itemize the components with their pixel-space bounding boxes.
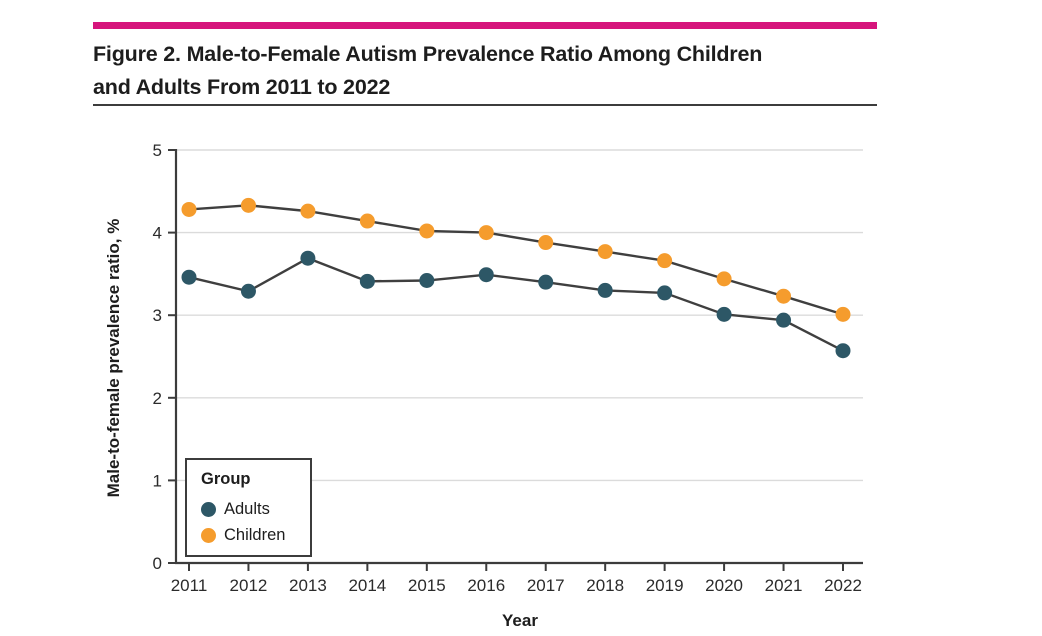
x-tick-label: 2011 (171, 576, 208, 595)
x-tick-label: 2016 (467, 576, 505, 595)
accent-bar (93, 22, 877, 29)
point-adults-2020 (716, 306, 732, 322)
point-children-2016 (478, 225, 494, 241)
point-children-2021 (776, 288, 792, 304)
point-children-2015 (419, 223, 435, 239)
y-tick-label: 1 (153, 471, 162, 490)
x-tick-label: 2019 (646, 576, 684, 595)
adults-dot-icon (201, 501, 216, 517)
title-divider (93, 104, 877, 106)
x-tick-label: 2012 (230, 576, 268, 595)
point-children-2014 (359, 213, 375, 229)
legend-label-children: Children (224, 525, 286, 544)
point-adults-2015 (419, 273, 435, 289)
x-tick-label: 2013 (289, 576, 327, 595)
legend-item-adults: Adults (201, 496, 310, 522)
x-tick-label: 2021 (765, 576, 803, 595)
y-tick-label: 2 (153, 389, 162, 408)
point-children-2011 (181, 201, 197, 217)
point-children-2020 (716, 271, 732, 287)
figure-title-line1: Figure 2. Male-to-Female Autism Prevalen… (93, 42, 763, 66)
point-adults-2022 (835, 343, 851, 359)
series-line-adults (188, 256, 844, 352)
y-tick-label: 5 (153, 141, 162, 160)
series-line-children (188, 204, 844, 316)
point-children-2022 (835, 306, 851, 322)
x-tick-label: 2020 (705, 576, 743, 595)
point-children-2012 (240, 197, 256, 213)
x-tick-label: 2022 (824, 576, 862, 595)
legend-label-adults: Adults (224, 499, 270, 518)
figure-title: Figure 2. Male-to-Female Autism Prevalen… (93, 38, 893, 104)
chart-legend: Group Adults Children (185, 458, 312, 557)
x-tick-label: 2018 (586, 576, 624, 595)
x-tick-label: 2014 (348, 576, 386, 595)
point-children-2019 (657, 253, 673, 269)
x-axis-title: Year (502, 611, 538, 630)
point-adults-2016 (478, 267, 494, 283)
point-children-2017 (538, 235, 554, 251)
point-adults-2013 (300, 250, 316, 266)
x-tick-label: 2017 (527, 576, 565, 595)
point-adults-2017 (538, 274, 554, 290)
point-adults-2019 (657, 285, 673, 301)
children-dot-icon (201, 527, 216, 543)
point-adults-2021 (776, 312, 792, 328)
point-children-2018 (597, 244, 613, 260)
y-tick-label: 0 (153, 554, 162, 573)
point-adults-2012 (240, 283, 256, 299)
x-tick-label: 2015 (408, 576, 446, 595)
y-tick-label: 4 (153, 224, 162, 243)
point-adults-2014 (359, 273, 375, 289)
figure-title-line2: and Adults From 2011 to 2022 (93, 75, 391, 99)
y-tick-label: 3 (153, 306, 162, 325)
point-adults-2018 (597, 282, 613, 298)
y-axis-title: Male-to-female prevalence ratio, % (104, 218, 123, 498)
point-adults-2011 (181, 269, 197, 285)
point-children-2013 (300, 203, 316, 219)
legend-title: Group (201, 470, 251, 488)
legend-item-children: Children (201, 522, 310, 548)
